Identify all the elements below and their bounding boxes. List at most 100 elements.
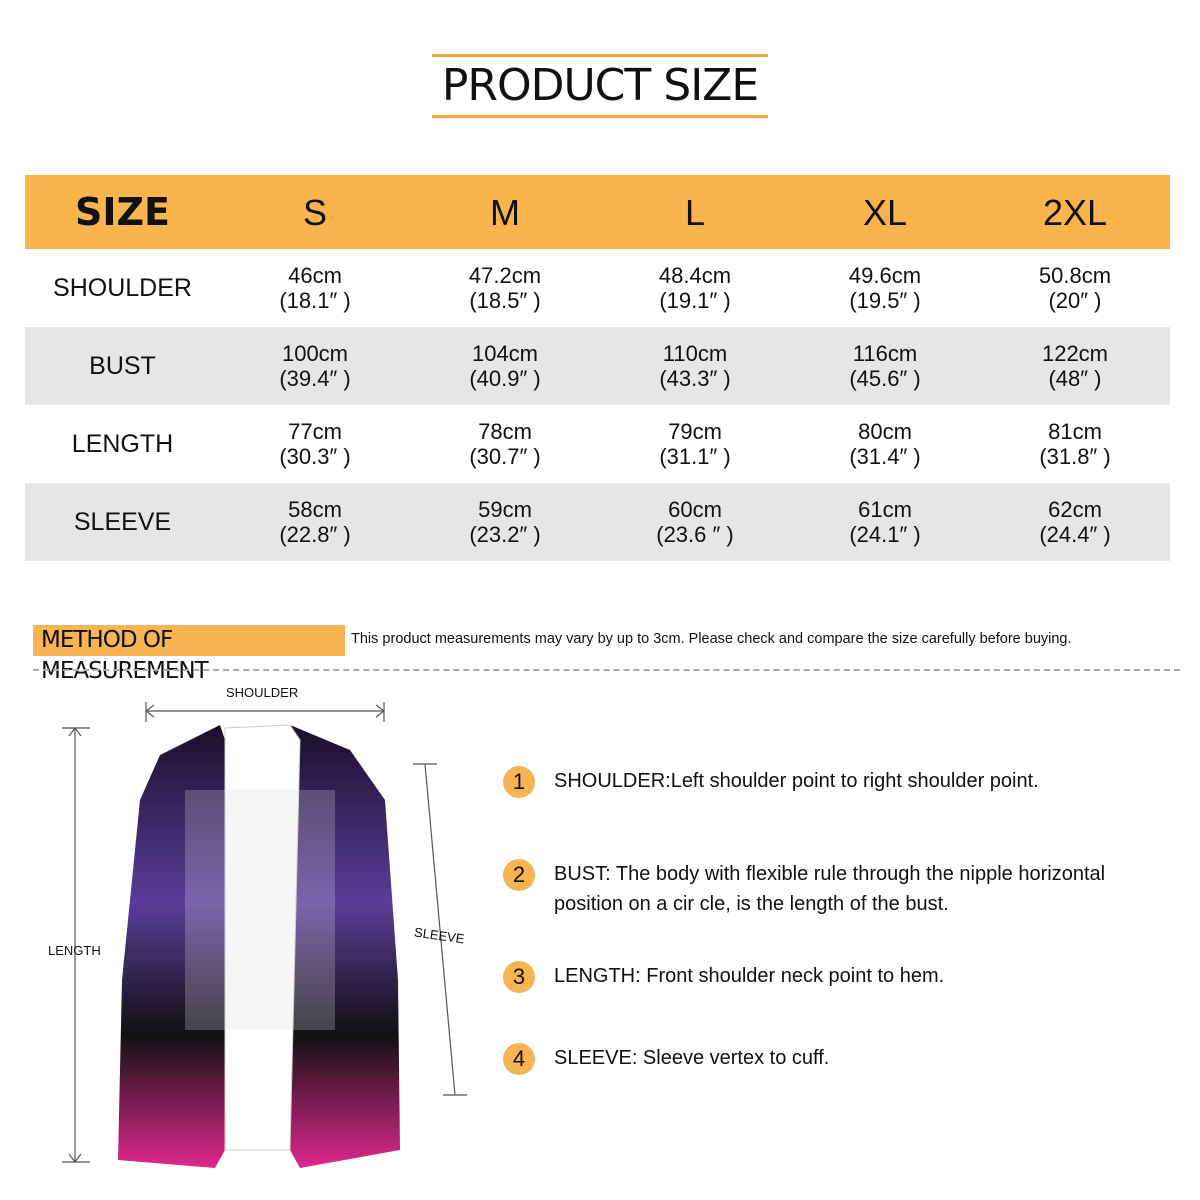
size-cell: 79cm (31.1″ ) (600, 419, 790, 469)
inch-value: (18.1″ ) (279, 288, 351, 313)
cm-value: 61cm (858, 497, 912, 522)
size-cell: 104cm (40.9″ ) (410, 341, 600, 391)
size-cell: 116cm (45.6″ ) (790, 341, 980, 391)
cardigan-inner (224, 724, 301, 1151)
length-arrow (62, 727, 90, 1163)
inch-value: (31.1″ ) (659, 444, 731, 469)
table-row: BUST 100cm (39.4″ ) 104cm (40.9″ ) 110cm (43.3… (25, 327, 1170, 405)
inch-value: (23.6 ″ ) (656, 522, 734, 547)
inch-value: (20″ ) (1048, 288, 1102, 313)
table-header: SIZE S M L XL 2XL (25, 175, 1170, 249)
size-cell: 110cm (43.3″ ) (600, 341, 790, 391)
step-number: 4 (503, 1043, 535, 1075)
size-cell: 100cm (39.4″ ) (220, 341, 410, 391)
size-cell: 60cm (23.6 ″ ) (600, 497, 790, 547)
instruction-text: SLEEVE: Sleeve vertex to cuff. (554, 1047, 830, 1069)
cm-value: 104cm (471, 341, 539, 366)
sleeve-arrow (413, 763, 467, 1096)
size-cell: 47.2cm (18.5″ ) (410, 263, 600, 313)
method-label: METHOD OF MEASUREMENT (33, 625, 345, 684)
cm-value: 49.6cm (848, 263, 922, 288)
measurement-note: This product measurements may vary by up… (351, 631, 1072, 647)
cm-value: 47.2cm (468, 263, 542, 288)
step-number: 3 (503, 961, 535, 993)
size-cell: 61cm (24.1″ ) (790, 497, 980, 547)
row-label: BUST (89, 351, 156, 380)
inch-value: (18.5″ ) (469, 288, 541, 313)
divider (33, 669, 1180, 671)
cm-value: 46cm (288, 263, 342, 288)
inch-value: (24.4″ ) (1039, 522, 1111, 547)
header-cell: 2XL (1042, 191, 1108, 233)
inch-value: (31.8″ ) (1039, 444, 1111, 469)
step-number: 2 (503, 859, 535, 891)
size-cell: 78cm (30.7″ ) (410, 419, 600, 469)
inch-value: (45.6″ ) (849, 366, 921, 391)
cm-value: 48.4cm (658, 263, 732, 288)
inch-value: (39.4″ ) (279, 366, 351, 391)
step-number: 1 (503, 766, 535, 798)
cm-value: 50.8cm (1038, 263, 1112, 288)
inch-value: (19.1″ ) (659, 288, 731, 313)
size-cell: 62cm (24.4″ ) (980, 497, 1170, 547)
inch-value: (19.5″ ) (849, 288, 921, 313)
cm-value: 77cm (288, 419, 342, 444)
cm-value: 116cm (852, 341, 918, 366)
cm-value: 62cm (1048, 497, 1102, 522)
table-row: SHOULDER 46cm (18.1″ ) 47.2cm (18.5″ ) 48.4cm… (25, 249, 1170, 327)
size-table: SIZE S M L XL 2XL SHOULDER 46cm (18.1″ ) 47… (25, 175, 1170, 561)
size-cell: 49.6cm (19.5″ ) (790, 263, 980, 313)
cm-value: 81cm (1048, 419, 1102, 444)
cm-value: 122cm (1041, 341, 1109, 366)
instruction-bust: 2 BUST: The body with flexible rule throu… (503, 859, 1163, 919)
inch-value: (31.4″ ) (849, 444, 921, 469)
cm-value: 79cm (668, 419, 722, 444)
instruction-length: 3 LENGTH: Front shoulder neck point to he… (503, 961, 1103, 993)
size-cell: 59cm (23.2″ ) (410, 497, 600, 547)
size-cell: 81cm (31.8″ ) (980, 419, 1170, 469)
instruction-sleeve: 4 SLEEVE: Sleeve vertex to cuff. (503, 1043, 1103, 1075)
instruction-shoulder: 1 SHOULDER:Left shoulder point to right s… (503, 766, 1103, 798)
header-cell: M (490, 191, 520, 233)
row-label: LENGTH (71, 429, 174, 458)
instruction-text: BUST: The body with flexible rule throug… (554, 863, 1106, 915)
cardigan-body (118, 725, 400, 1168)
instruction-text: LENGTH: Front shoulder neck point to hem… (554, 965, 945, 987)
header-cell: L (684, 191, 706, 233)
length-label: LENGTH (48, 943, 101, 958)
inch-value: (30.7″ ) (469, 444, 541, 469)
print-artwork (185, 790, 335, 1030)
header-cell: S (302, 191, 327, 233)
row-label: SLEEVE (73, 507, 172, 536)
cardigan-diagram (62, 702, 467, 1168)
size-cell: 48.4cm (19.1″ ) (600, 263, 790, 313)
size-cell: 80cm (31.4″ ) (790, 419, 980, 469)
cm-value: 110cm (662, 341, 728, 366)
cm-value: 78cm (478, 419, 532, 444)
page-title: PRODUCT SIZE (432, 54, 768, 118)
inch-value: (43.3″ ) (659, 366, 731, 391)
header-cell: SIZE (74, 190, 171, 234)
cm-value: 100cm (281, 341, 349, 366)
shoulder-label: SHOULDER (226, 685, 299, 700)
inch-value: (48″ ) (1048, 366, 1102, 391)
cm-value: 80cm (858, 419, 912, 444)
size-cell: 77cm (30.3″ ) (220, 419, 410, 469)
table-row: LENGTH 77cm (30.3″ ) 78cm (30.7″ ) 79cm (31.1″… (25, 405, 1170, 483)
size-cell: 58cm (22.8″ ) (220, 497, 410, 547)
cm-value: 59cm (478, 497, 532, 522)
cm-value: 60cm (668, 497, 722, 522)
table-row: SLEEVE 58cm (22.8″ ) 59cm (23.2″ ) 60cm (23.6 … (25, 483, 1170, 561)
size-cell: 46cm (18.1″ ) (220, 263, 410, 313)
size-cell: 122cm (48″ ) (980, 341, 1170, 391)
shoulder-arrow (145, 702, 385, 722)
cm-value: 58cm (288, 497, 342, 522)
header-cell: XL (862, 191, 908, 233)
row-label: SHOULDER (53, 273, 192, 302)
inch-value: (30.3″ ) (279, 444, 351, 469)
inch-value: (23.2″ ) (469, 522, 541, 547)
inch-value: (24.1″ ) (849, 522, 921, 547)
inch-value: (40.9″ ) (469, 366, 541, 391)
size-cell: 50.8cm (20″ ) (980, 263, 1170, 313)
instruction-text: SHOULDER:Left shoulder point to right sh… (554, 770, 1039, 792)
